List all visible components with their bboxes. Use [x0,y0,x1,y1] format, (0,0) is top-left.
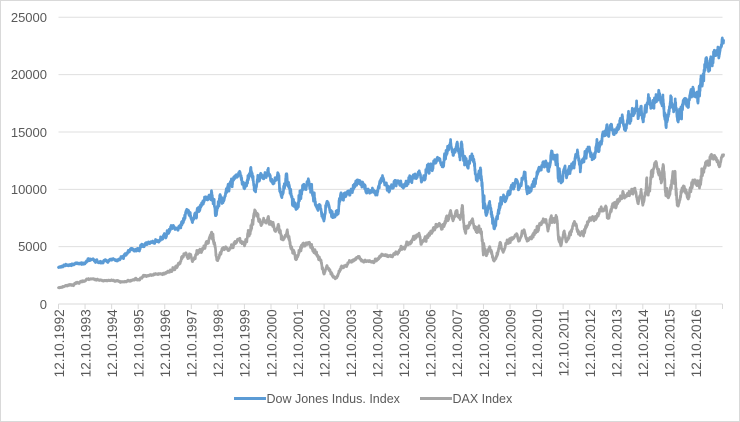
svg-text:12.10.2010: 12.10.2010 [530,309,545,377]
svg-text:12.10.2013: 12.10.2013 [610,309,625,377]
svg-text:12.10.2008: 12.10.2008 [477,309,492,377]
svg-text:12.10.2003: 12.10.2003 [344,309,359,377]
svg-text:12.10.2005: 12.10.2005 [397,309,412,377]
svg-text:12.10.2016: 12.10.2016 [689,309,704,377]
svg-text:12.10.1999: 12.10.1999 [238,309,253,377]
svg-text:12.10.1997: 12.10.1997 [185,309,200,377]
svg-text:12.10.2009: 12.10.2009 [503,309,518,377]
svg-text:12.10.2004: 12.10.2004 [371,309,386,377]
svg-text:12.10.2000: 12.10.2000 [264,309,279,377]
svg-text:12.10.2007: 12.10.2007 [450,309,465,377]
svg-text:12.10.2006: 12.10.2006 [424,309,439,377]
svg-text:12.10.1995: 12.10.1995 [131,309,146,377]
svg-text:12.10.2014: 12.10.2014 [636,309,651,377]
svg-text:12.10.1998: 12.10.1998 [211,309,226,377]
svg-text:12.10.1992: 12.10.1992 [52,309,67,377]
svg-text:12.10.2011: 12.10.2011 [556,309,571,376]
svg-text:12.10.2002: 12.10.2002 [317,309,332,377]
svg-text:12.10.2015: 12.10.2015 [663,309,678,377]
svg-text:12.10.1993: 12.10.1993 [78,309,93,377]
svg-text:12.10.2012: 12.10.2012 [583,309,598,377]
svg-text:12.10.1994: 12.10.1994 [105,309,120,377]
svg-text:12.10.1996: 12.10.1996 [158,309,173,377]
svg-text:12.10.2001: 12.10.2001 [291,309,306,377]
